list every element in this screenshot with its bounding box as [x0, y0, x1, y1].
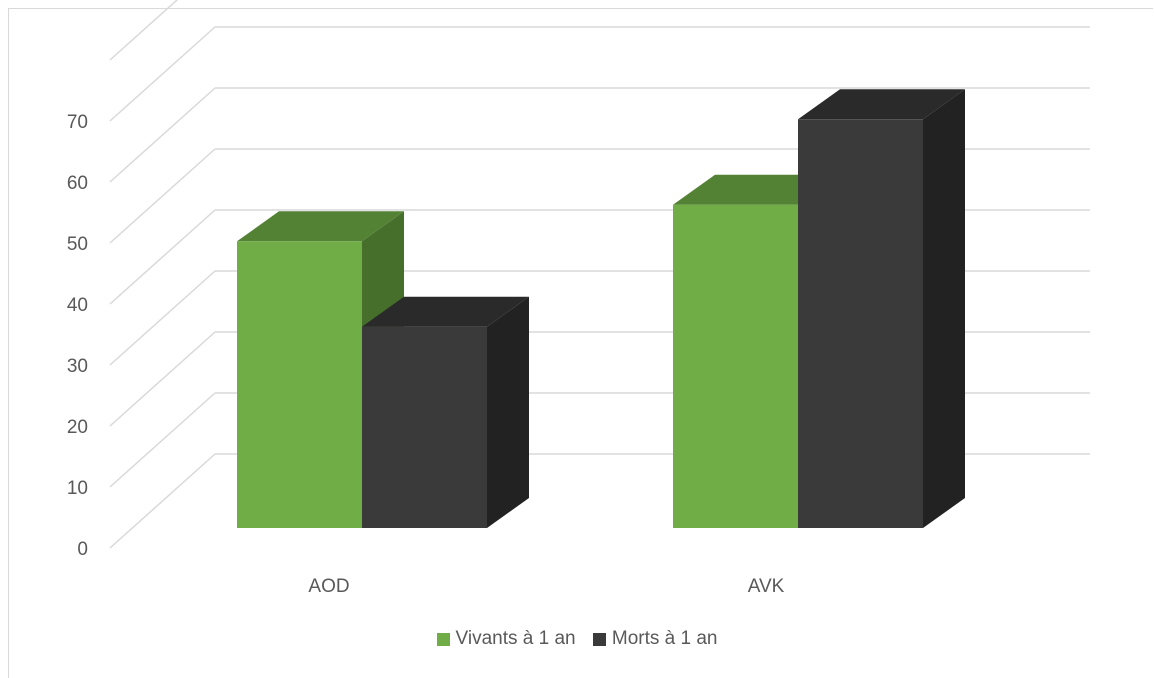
y-tick-label: 60	[67, 173, 88, 194]
gridline	[109, 270, 216, 366]
legend-item[interactable]: Vivants à 1 an	[436, 628, 576, 650]
gridline	[109, 453, 216, 549]
legend-swatch-green	[436, 632, 450, 646]
bar-side	[487, 296, 529, 528]
gridline	[109, 331, 216, 427]
x-axis: AOD AVK	[308, 576, 784, 597]
y-tick-label: 40	[67, 295, 88, 316]
y-axis: 0 10 20 30 40 50 60 70	[67, 112, 88, 560]
x-tick-label: AOD	[308, 576, 349, 597]
gridline	[109, 148, 216, 244]
bars	[237, 89, 965, 529]
y-tick-label: 70	[67, 112, 88, 133]
gridline	[109, 0, 179, 61]
bar	[798, 119, 923, 529]
bar-top	[237, 211, 404, 242]
gridline	[109, 392, 216, 488]
legend-label: Vivants à 1 an	[455, 628, 576, 649]
gridline	[109, 87, 216, 183]
bar-side	[923, 89, 965, 529]
y-tick-label: 50	[67, 234, 88, 255]
bar	[362, 326, 487, 528]
y-tick-label: 20	[67, 417, 88, 438]
bar-top	[798, 89, 965, 120]
legend-label: Morts à 1 an	[611, 628, 718, 649]
bar	[237, 241, 362, 529]
gridline	[109, 26, 216, 122]
gridline	[109, 209, 216, 305]
legend-item[interactable]: Morts à 1 an	[592, 628, 718, 650]
y-tick-label: 0	[77, 539, 88, 560]
bar	[673, 204, 798, 528]
chart-area	[8, 8, 1153, 678]
x-tick-label: AVK	[748, 576, 785, 597]
bar-top	[362, 296, 529, 327]
legend: Vivants à 1 an Morts à 1 an	[0, 628, 1154, 652]
legend-swatch-dark	[592, 632, 606, 646]
y-tick-label: 30	[67, 356, 88, 377]
y-tick-label: 10	[67, 478, 88, 499]
